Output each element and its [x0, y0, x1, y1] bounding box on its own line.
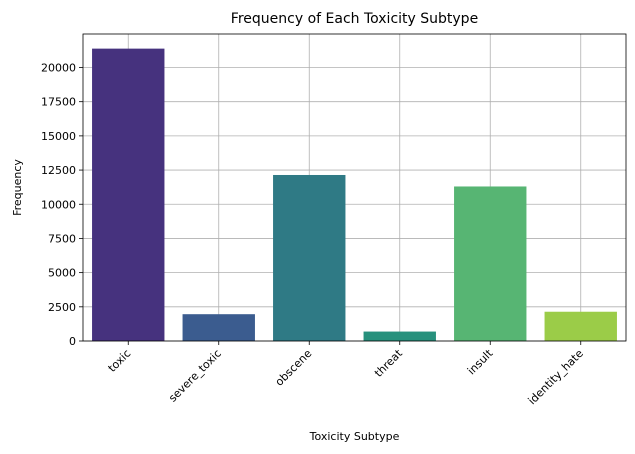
y-tick-label: 5000: [48, 267, 76, 280]
x-tick-label-severe_toxic: severe_toxic: [166, 347, 224, 405]
y-tick-label: 10000: [41, 198, 76, 211]
x-tick-label-threat: threat: [372, 346, 405, 379]
bar-identity_hate: [544, 311, 617, 341]
bar-toxic: [92, 48, 165, 341]
bars: [92, 48, 617, 341]
x-tick-label-identity_hate: identity_hate: [526, 347, 586, 407]
x-tick-label-obscene: obscene: [273, 347, 315, 389]
x-axis: toxic severe_toxic obscene threat insult iden…: [106, 341, 586, 407]
y-tick-label: 15000: [41, 130, 76, 143]
y-tick-label: 17500: [41, 96, 76, 109]
bar-severe_toxic: [182, 314, 255, 341]
x-axis-label: Toxicity Subtype: [309, 430, 400, 443]
x-tick-label-insult: insult: [465, 346, 496, 377]
y-tick-label: 2500: [48, 301, 76, 314]
y-tick-label: 7500: [48, 232, 76, 245]
chart-title: Frequency of Each Toxicity Subtype: [231, 11, 478, 27]
plot-frame: [82, 33, 627, 342]
bar-insult: [454, 186, 527, 341]
y-axis: 0 2500 5000 7500 10000 12500 15000 17500 20000: [41, 62, 83, 348]
y-tick-label: 20000: [41, 62, 76, 75]
x-tick-label-toxic: toxic: [106, 347, 134, 375]
y-axis-label: Frequency: [11, 159, 24, 216]
bar-threat: [363, 331, 436, 341]
y-tick-label: 0: [69, 335, 76, 348]
y-tick-label: 12500: [41, 164, 76, 177]
bar-obscene: [273, 174, 346, 341]
